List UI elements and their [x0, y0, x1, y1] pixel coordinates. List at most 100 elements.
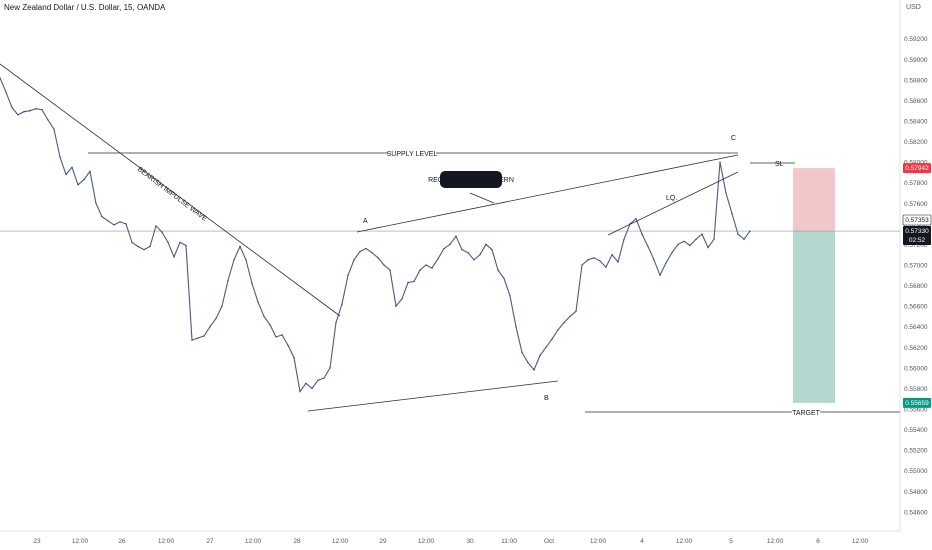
point-a-label: A	[363, 218, 368, 225]
price-point	[707, 246, 709, 249]
x-tick-label: 12:00	[590, 538, 607, 545]
annotation-layer: SUPPLY LEVEL BEARISH IMPULSE WAVE REGULAR …	[136, 135, 821, 417]
y-tick-label: 0.56000	[904, 365, 928, 372]
price-point	[659, 274, 661, 276]
price-point	[701, 233, 703, 235]
price-point	[149, 245, 151, 248]
liquidity-label: LQ.	[666, 195, 677, 202]
price-line	[0, 77, 751, 393]
x-tick-label: 23	[33, 538, 41, 545]
price-point	[641, 233, 643, 235]
price-point	[593, 257, 595, 259]
profit-zone	[793, 231, 835, 403]
target-bg	[792, 407, 820, 417]
price-point	[575, 310, 577, 312]
x-tick-label: 5	[729, 538, 733, 545]
stop-loss-price-tag: 0.57942	[903, 163, 931, 174]
x-tick-label: 30	[466, 538, 474, 545]
price-point	[227, 279, 229, 281]
price-point	[605, 266, 607, 268]
price-point	[299, 390, 301, 393]
price-point	[431, 267, 433, 269]
price-point	[275, 336, 277, 338]
lower-trendline	[307, 380, 559, 412]
y-tick-label: 0.58600	[904, 98, 928, 105]
x-tick-label: 27	[206, 538, 214, 545]
price-point	[161, 231, 163, 233]
countdown-text: 02:52	[909, 237, 926, 244]
point-c-label: C	[731, 135, 736, 142]
price-point	[305, 382, 307, 384]
x-tick-label: 12:00	[332, 538, 349, 545]
y-tick-label: 0.55800	[904, 386, 928, 393]
y-tick-label: 0.57800	[904, 180, 928, 187]
price-point	[257, 301, 259, 303]
price-point	[347, 274, 349, 276]
price-point	[527, 362, 529, 364]
price-point	[647, 245, 649, 248]
price-point	[479, 254, 481, 256]
price-point	[533, 369, 535, 371]
x-tick-label: 26	[118, 538, 126, 545]
price-point	[635, 218, 637, 220]
price-point	[209, 326, 211, 328]
price-point	[335, 322, 337, 324]
price-point	[365, 247, 367, 250]
price-point	[47, 119, 49, 121]
price-point	[665, 262, 667, 264]
flat-pattern-upper-line	[356, 154, 739, 233]
price-point	[569, 315, 571, 317]
current-price-tag: 0.57330 02:52	[903, 226, 931, 245]
price-point	[143, 249, 145, 251]
price-point	[23, 111, 25, 113]
price-point	[731, 213, 733, 215]
price-point	[503, 277, 505, 279]
position-zones	[793, 168, 835, 403]
price-point	[341, 303, 343, 305]
price-point	[185, 244, 187, 247]
price-point	[239, 245, 241, 248]
price-point	[671, 252, 673, 254]
upper-price-tag-box	[902, 214, 932, 226]
price-point	[419, 269, 421, 271]
liquidity-line	[607, 171, 739, 236]
price-point	[581, 264, 583, 266]
price-point	[95, 202, 97, 204]
price-point	[377, 257, 379, 259]
price-point	[509, 295, 511, 297]
price-point	[461, 249, 463, 251]
target-price-tag-box	[903, 397, 931, 408]
price-point	[617, 261, 619, 263]
price-point	[29, 110, 31, 112]
y-tick-label: 0.55400	[904, 427, 928, 434]
chart-title: New Zealand Dollar / U.S. Dollar, 15, OA…	[4, 3, 166, 12]
price-point	[497, 269, 499, 271]
price-point	[281, 334, 283, 336]
price-point	[137, 245, 139, 248]
impulse-trendline	[0, 63, 341, 317]
price-point	[71, 166, 73, 168]
flat-pattern-label: REGULAR FLAT PATTERN	[428, 177, 514, 184]
price-point	[0, 77, 1, 79]
stop-loss-price-tag-box	[903, 163, 931, 174]
price-point	[197, 337, 199, 339]
price-point	[683, 240, 685, 242]
price-point	[443, 247, 445, 250]
callout-pointer	[469, 192, 495, 204]
price-point	[179, 241, 181, 243]
price-point	[269, 324, 271, 326]
price-point	[515, 326, 517, 328]
y-tick-label: 0.57600	[904, 201, 928, 208]
price-point	[113, 224, 115, 226]
price-point	[719, 161, 721, 163]
target-label: TARGET	[792, 410, 821, 417]
y-tick-label: 0.54800	[904, 489, 928, 496]
price-point	[65, 173, 67, 176]
target-price-tag-text: 0.55659	[905, 400, 929, 407]
y-tick-label: 0.58400	[904, 119, 928, 126]
x-tick-label: 12:00	[676, 538, 693, 545]
price-point	[467, 252, 469, 254]
price-point	[317, 379, 319, 381]
point-b-label: B	[544, 395, 549, 402]
